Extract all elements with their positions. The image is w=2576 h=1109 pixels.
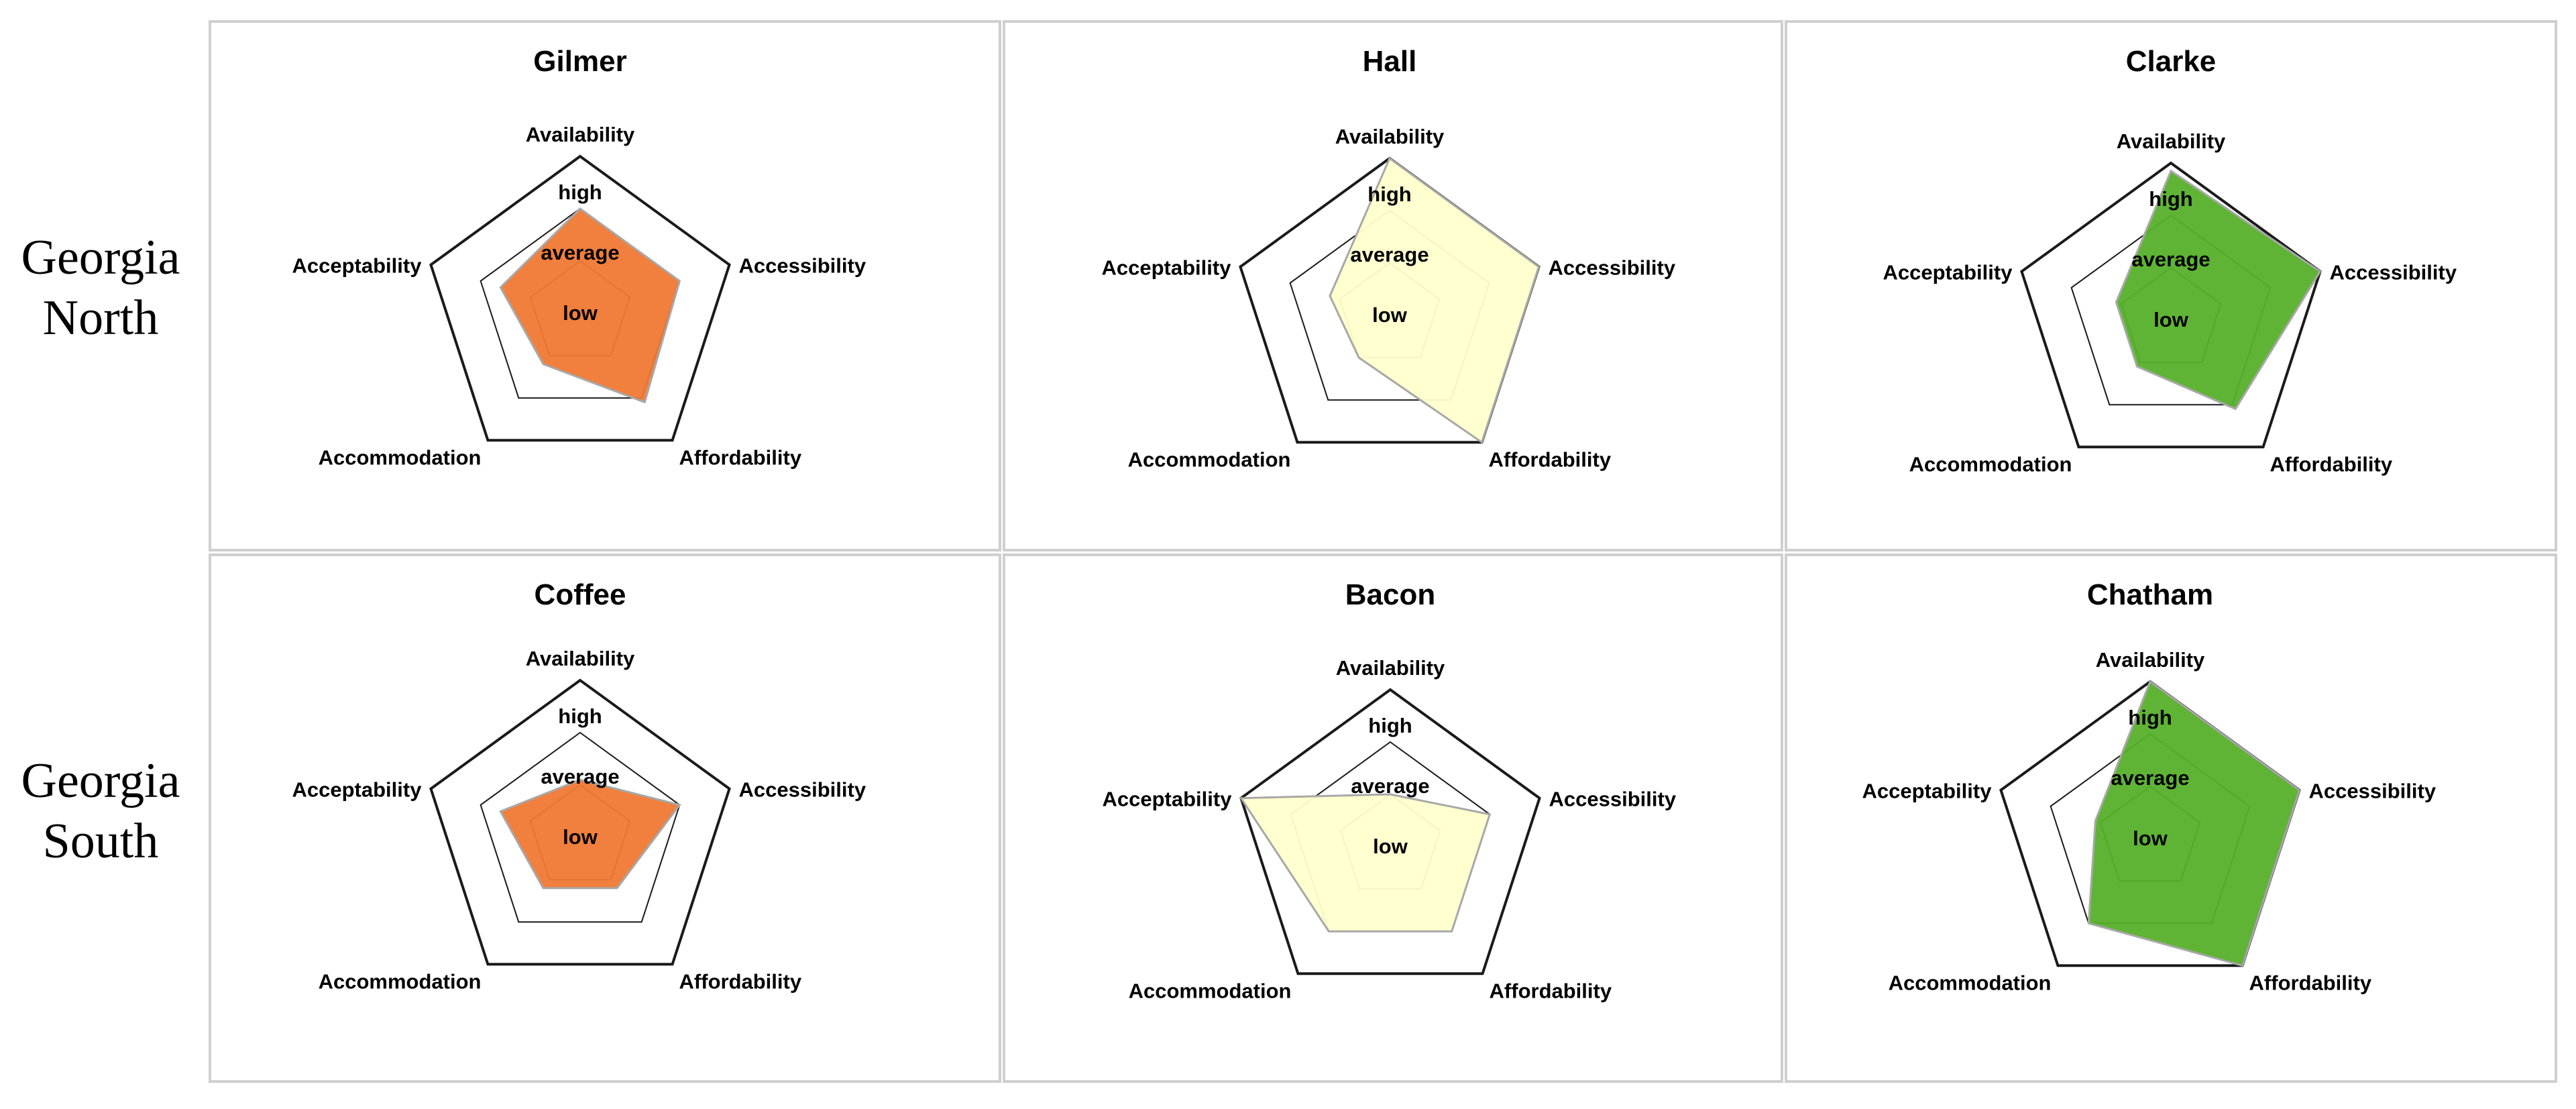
panel-title: Coffee xyxy=(535,578,626,611)
level-label-low: low xyxy=(563,825,598,849)
panel-title: Clarke xyxy=(2126,45,2217,78)
level-label-low: low xyxy=(1372,303,1408,327)
axis-label-affordability: Affordability xyxy=(1489,447,1612,471)
level-label-average: average xyxy=(2111,766,2189,790)
axis-label-accommodation: Accommodation xyxy=(1909,452,2072,476)
axis-label-acceptability: Acceptability xyxy=(1102,788,1232,811)
radar-ring-3 xyxy=(2020,161,2322,449)
axis-label-acceptability: Acceptability xyxy=(292,254,422,278)
axis-label-availability: Availability xyxy=(2096,648,2205,672)
axis-label-acceptability: Acceptability xyxy=(1883,261,2013,284)
radar-panel-clarke: Clarke low average high Availability Accessib… xyxy=(1785,20,2557,551)
level-label-high: high xyxy=(2128,706,2172,729)
radar-area-gilmer xyxy=(499,207,681,404)
row-label-south-line-1: Georgia xyxy=(21,753,180,808)
radar-area-hall xyxy=(1329,156,1541,444)
radar-panel-bacon: Bacon low average high Availability Accessibi… xyxy=(1003,553,1783,1083)
axis-label-accommodation: Accommodation xyxy=(1129,979,1292,1002)
axis-label-accommodation: Accommodation xyxy=(319,445,482,469)
level-label-low: low xyxy=(2133,827,2168,850)
level-label-high: high xyxy=(1367,182,1411,206)
axis-label-accessibility: Accessibility xyxy=(2309,780,2437,803)
level-label-low: low xyxy=(2153,308,2189,331)
level-label-average: average xyxy=(541,241,619,264)
radar-ring-3 xyxy=(1239,688,1541,975)
axis-label-affordability: Affordability xyxy=(679,445,802,469)
axis-label-accessibility: Accessibility xyxy=(2330,261,2457,284)
axis-label-availability: Availability xyxy=(1335,125,1445,148)
radar-panels: Gilmer low average high Availability Accessib… xyxy=(209,20,2557,1083)
axis-label-accessibility: Accessibility xyxy=(1549,788,1677,811)
row-label-north-line-2: North xyxy=(43,291,159,346)
radar-area-chatham xyxy=(2087,680,2301,967)
radar-panel-chatham: Chatham low average high Availability Accessi… xyxy=(1785,553,2557,1083)
row-label-north-line-1: Georgia xyxy=(21,230,180,285)
axis-label-accessibility: Accessibility xyxy=(739,254,866,278)
axis-label-affordability: Affordability xyxy=(679,969,802,993)
radar-panel-coffee: Coffee low average high Availability Accessib… xyxy=(209,553,1001,1083)
radar-panel-hall: Hall low average high Availability Accessibil… xyxy=(1003,20,1783,551)
row-label-south-line-2: South xyxy=(43,814,159,869)
panel-title: Gilmer xyxy=(533,45,626,78)
level-label-low: low xyxy=(1373,835,1408,858)
axis-label-acceptability: Acceptability xyxy=(1862,780,1992,803)
level-label-high: high xyxy=(1368,714,1412,737)
radar-panel-gilmer: Gilmer low average high Availability Accessib… xyxy=(209,20,1001,551)
radar-ring-3 xyxy=(429,154,731,442)
axis-label-availability: Availability xyxy=(2117,129,2226,153)
axis-label-acceptability: Acceptability xyxy=(1101,256,1231,280)
radar-ring-2 xyxy=(480,731,681,923)
axis-label-accommodation: Accommodation xyxy=(1128,447,1291,471)
radar-ring-3 xyxy=(429,678,731,966)
axis-label-accommodation: Accommodation xyxy=(1889,971,2052,994)
axis-label-accessibility: Accessibility xyxy=(1549,256,1676,280)
level-label-average: average xyxy=(1350,243,1429,266)
radar-area-clarke xyxy=(2115,169,2322,411)
axis-label-acceptability: Acceptability xyxy=(292,778,422,802)
level-label-low: low xyxy=(563,301,598,325)
axis-label-affordability: Affordability xyxy=(1490,979,1612,1002)
radar-area-coffee xyxy=(499,778,681,890)
level-label-average: average xyxy=(2131,248,2210,271)
level-label-average: average xyxy=(541,765,619,788)
axis-label-availability: Availability xyxy=(1336,656,1445,680)
axis-label-availability: Availability xyxy=(526,123,635,146)
axis-label-accommodation: Accommodation xyxy=(319,969,482,993)
radar-area-bacon xyxy=(1239,793,1492,933)
panel-title: Hall xyxy=(1363,45,1417,78)
level-label-high: high xyxy=(558,704,602,728)
axis-label-affordability: Affordability xyxy=(2249,971,2372,994)
axis-label-availability: Availability xyxy=(526,647,635,670)
axis-label-affordability: Affordability xyxy=(2270,452,2393,476)
panel-title: Bacon xyxy=(1345,578,1435,611)
level-label-average: average xyxy=(1351,774,1429,798)
panel-title: Chatham xyxy=(2087,578,2213,611)
level-label-high: high xyxy=(558,180,602,204)
axis-label-accessibility: Accessibility xyxy=(739,778,866,802)
level-label-high: high xyxy=(2149,187,2192,211)
